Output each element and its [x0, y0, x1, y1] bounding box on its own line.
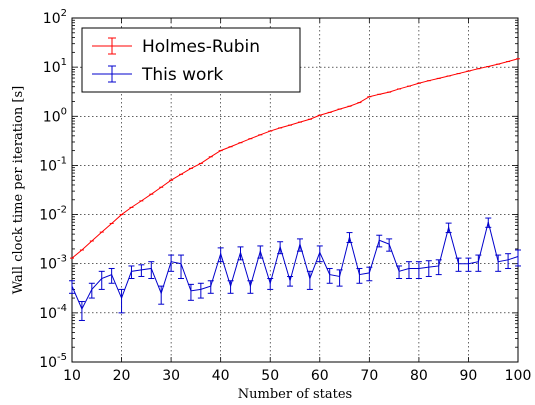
- y-tick-label: 100: [43, 106, 67, 125]
- legend-label: Holmes-Rubin: [142, 37, 260, 57]
- x-tick-label: 100: [505, 368, 532, 384]
- series-line: [71, 222, 519, 311]
- x-tick-label: 60: [311, 368, 329, 384]
- y-tick-label: 10-1: [39, 155, 67, 174]
- y-tick-label: 10-2: [39, 205, 67, 224]
- legend-box: [81, 27, 301, 93]
- x-tick-label: 40: [212, 368, 230, 384]
- x-tick-label: 80: [410, 368, 428, 384]
- y-tick-label: 10-3: [39, 254, 67, 273]
- y-axis-label: Wall clock time per iteration [s]: [11, 86, 26, 294]
- legend-label: This work: [141, 65, 223, 85]
- x-tick-label: 50: [261, 368, 279, 384]
- y-tick-label: 10-5: [39, 352, 67, 371]
- x-tick-label: 70: [360, 368, 378, 384]
- series-line: [71, 58, 519, 259]
- x-tick-label: 90: [460, 368, 478, 384]
- y-tick-label: 102: [43, 8, 67, 27]
- x-tick-label: 30: [162, 368, 180, 384]
- x-tick-label: 10: [63, 368, 81, 384]
- legend: Holmes-Rubin This work: [81, 27, 301, 93]
- y-tick-label: 10-4: [39, 303, 67, 322]
- y-tick-label: 101: [43, 57, 67, 76]
- x-axis-label: Number of states: [238, 387, 352, 402]
- x-tick-label: 20: [113, 368, 131, 384]
